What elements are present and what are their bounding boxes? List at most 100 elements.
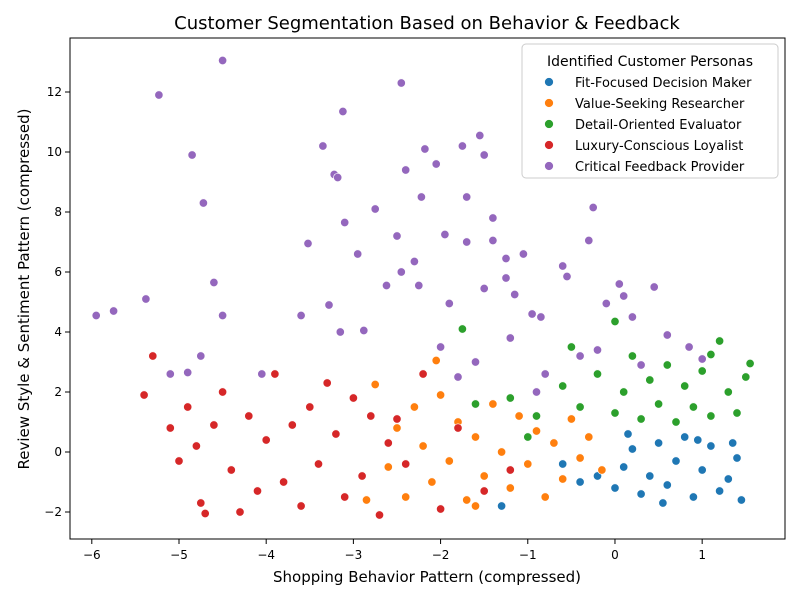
legend-title: Identified Customer Personas <box>547 54 753 70</box>
data-point-value-seeking-researcher <box>531 426 542 436</box>
legend-marker-critical-feedback-provider <box>544 161 554 171</box>
data-point-luxury-conscious-loyalist <box>479 486 489 496</box>
data-point-detail-oriented-evaluator <box>680 381 690 391</box>
data-point-critical-feedback-provider <box>198 198 208 208</box>
data-point-detail-oriented-evaluator <box>723 387 733 397</box>
data-point-fit-focused-decision-maker <box>575 477 585 487</box>
data-point-critical-feedback-provider <box>558 261 568 271</box>
data-point-luxury-conscious-loyalist <box>139 390 149 400</box>
data-point-luxury-conscious-loyalist <box>453 423 463 433</box>
data-point-critical-feedback-provider <box>540 369 550 379</box>
data-point-critical-feedback-provider <box>209 277 219 288</box>
data-point-fit-focused-decision-maker <box>619 462 629 472</box>
data-point-luxury-conscious-loyalist <box>200 508 210 519</box>
data-point-luxury-conscious-loyalist <box>218 387 228 397</box>
data-point-detail-oriented-evaluator <box>457 324 467 334</box>
legend-label-detail-oriented-evaluator: Detail-Oriented Evaluator <box>575 118 742 133</box>
data-point-critical-feedback-provider <box>416 192 426 202</box>
data-point-luxury-conscious-loyalist <box>505 465 515 475</box>
data-point-value-seeking-researcher <box>470 432 481 442</box>
data-point-critical-feedback-provider <box>396 267 406 277</box>
data-point-luxury-conscious-loyalist <box>322 378 332 388</box>
data-point-critical-feedback-provider <box>627 312 637 322</box>
legend-label-critical-feedback-provider: Critical Feedback Provider <box>575 160 745 175</box>
data-point-value-seeking-researcher <box>523 459 533 469</box>
y-tick-label: 6 <box>54 265 62 279</box>
data-point-detail-oriented-evaluator <box>732 408 742 418</box>
data-point-fit-focused-decision-maker <box>636 489 646 499</box>
y-axis-ticks: −2 0 2 4 6 8 10 12 <box>44 85 70 519</box>
data-point-fit-focused-decision-maker <box>693 435 703 445</box>
data-point-luxury-conscious-loyalist <box>174 456 184 466</box>
data-point-luxury-conscious-loyalist <box>287 420 297 430</box>
x-tick-label: −5 <box>170 548 188 562</box>
data-point-critical-feedback-provider <box>684 342 694 352</box>
data-point-critical-feedback-provider <box>401 165 411 175</box>
data-point-critical-feedback-provider <box>91 310 101 321</box>
y-tick-label: 12 <box>47 85 62 99</box>
data-point-critical-feedback-provider <box>531 387 542 397</box>
x-tick-label: 0 <box>611 548 619 562</box>
data-point-critical-feedback-provider <box>527 309 537 319</box>
legend-marker-value-seeking-researcher <box>544 98 554 108</box>
data-point-luxury-conscious-loyalist <box>244 411 254 421</box>
data-point-fit-focused-decision-maker <box>723 474 733 484</box>
data-point-critical-feedback-provider <box>318 141 328 151</box>
data-point-luxury-conscious-loyalist <box>374 510 385 520</box>
data-point-critical-feedback-provider <box>414 280 424 291</box>
data-point-fit-focused-decision-maker <box>610 483 620 493</box>
data-point-fit-focused-decision-maker <box>736 495 746 505</box>
data-point-critical-feedback-provider <box>303 238 313 249</box>
data-point-value-seeking-researcher <box>584 432 594 442</box>
data-point-luxury-conscious-loyalist <box>366 411 376 421</box>
legend-box <box>521 43 779 179</box>
data-point-critical-feedback-provider <box>662 330 672 340</box>
legend: Identified Customer Personas Fit-Focused… <box>521 43 779 179</box>
legend-marker-detail-oriented-evaluator <box>544 119 554 129</box>
data-point-critical-feedback-provider <box>353 249 363 259</box>
data-point-critical-feedback-provider <box>501 253 511 264</box>
data-point-detail-oriented-evaluator <box>575 402 585 412</box>
data-point-critical-feedback-provider <box>436 342 446 352</box>
data-point-fit-focused-decision-maker <box>697 465 707 475</box>
data-point-critical-feedback-provider <box>462 237 472 247</box>
y-tick-label: 8 <box>54 205 62 219</box>
data-point-luxury-conscious-loyalist <box>148 351 158 361</box>
data-point-critical-feedback-provider <box>218 55 228 66</box>
data-point-critical-feedback-provider <box>409 256 419 267</box>
data-point-critical-feedback-provider <box>444 298 454 309</box>
data-point-detail-oriented-evaluator <box>610 316 620 327</box>
data-point-value-seeking-researcher <box>514 411 524 421</box>
data-point-luxury-conscious-loyalist <box>331 429 341 439</box>
legend-label-luxury-conscious-loyalist: Luxury-Conscious Loyalist <box>575 139 743 154</box>
data-point-fit-focused-decision-maker <box>645 471 655 481</box>
data-point-critical-feedback-provider <box>475 130 485 141</box>
y-tick-label: 4 <box>54 325 62 339</box>
data-point-luxury-conscious-loyalist <box>191 441 201 451</box>
data-point-luxury-conscious-loyalist <box>392 414 402 424</box>
data-point-detail-oriented-evaluator <box>592 369 603 379</box>
data-point-fit-focused-decision-maker <box>715 486 725 496</box>
data-point-critical-feedback-provider <box>575 351 585 361</box>
data-point-critical-feedback-provider <box>536 312 546 322</box>
plot-frame <box>69 37 786 540</box>
data-point-luxury-conscious-loyalist <box>296 501 306 511</box>
legend-entries: Fit-Focused Decision Maker Value-Seeking … <box>544 76 752 175</box>
data-point-value-seeking-researcher <box>383 462 393 472</box>
data-point-value-seeking-researcher <box>479 471 489 481</box>
data-point-critical-feedback-provider <box>420 144 430 154</box>
data-point-critical-feedback-provider <box>518 249 528 259</box>
data-point-critical-feedback-provider <box>488 213 498 223</box>
data-point-critical-feedback-provider <box>109 306 119 316</box>
data-point-critical-feedback-provider <box>453 372 463 382</box>
data-point-value-seeking-researcher <box>549 438 559 448</box>
data-point-detail-oriented-evaluator <box>671 417 681 427</box>
data-point-critical-feedback-provider <box>462 192 472 202</box>
data-point-critical-feedback-provider <box>381 280 392 291</box>
data-point-value-seeking-researcher <box>401 492 411 502</box>
data-point-critical-feedback-provider <box>396 78 406 88</box>
data-point-critical-feedback-provider <box>431 159 441 169</box>
x-tick-label: 1 <box>698 548 706 562</box>
data-point-detail-oriented-evaluator <box>662 360 672 370</box>
